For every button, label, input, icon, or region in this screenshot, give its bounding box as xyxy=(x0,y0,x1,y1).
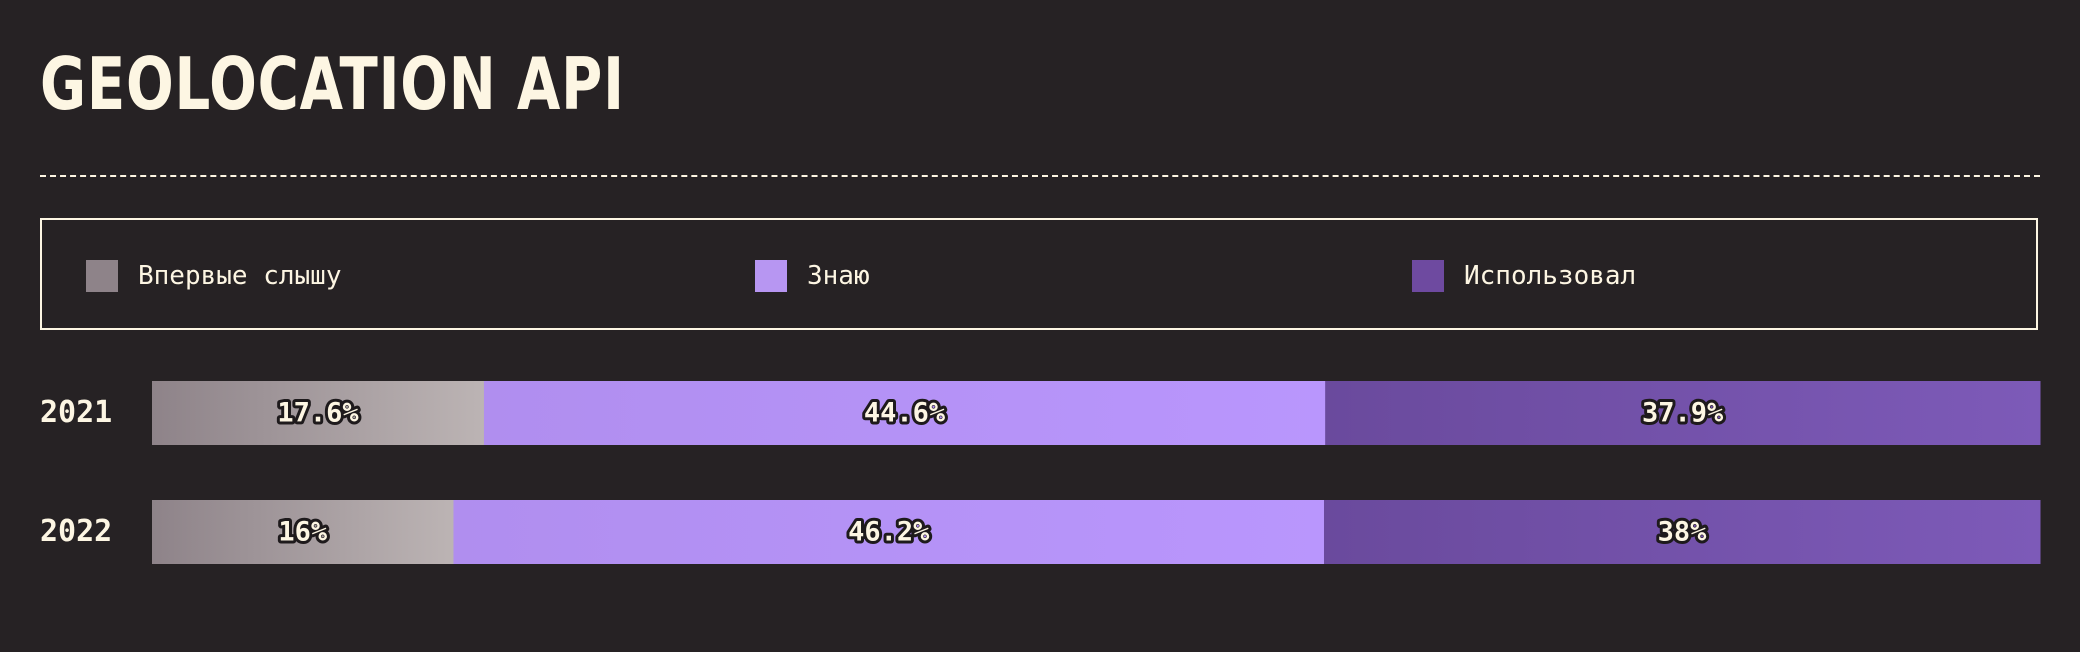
bar-segment-2021-2 xyxy=(483,381,1326,445)
legend-item-new: Впервые слышу xyxy=(86,260,342,292)
category-label-2021: 2021 xyxy=(40,395,113,430)
legend-item-used: Использовал xyxy=(1412,260,1636,292)
bar-segment-2021-1 xyxy=(152,381,485,445)
data-label-2021-2: 44.6% xyxy=(864,398,946,429)
data-label-2021-1: 17.6% xyxy=(277,398,359,429)
legend-label-new: Впервые слышу xyxy=(138,261,342,291)
bar-segment-2022-3 xyxy=(1323,500,2041,564)
data-label-2022-1: 16% xyxy=(278,517,328,548)
legend: Впервые слышу Знаю Использовал xyxy=(40,218,2038,330)
category-label-2022: 2022 xyxy=(40,514,113,549)
bar-segment-2022-1 xyxy=(152,500,454,564)
bar-segment-2021-3 xyxy=(1325,381,2041,445)
legend-swatch-know xyxy=(755,260,787,292)
data-label-2022-2: 46.2% xyxy=(848,517,930,548)
dashed-divider xyxy=(40,175,2040,177)
bar-segment-2022-2 xyxy=(453,500,1325,564)
legend-item-know: Знаю xyxy=(755,260,870,292)
legend-swatch-used xyxy=(1412,260,1444,292)
legend-label-know: Знаю xyxy=(807,261,870,291)
legend-label-used: Использовал xyxy=(1464,261,1637,291)
data-label-2022-3: 38% xyxy=(1658,517,1708,548)
data-label-2021-3: 37.9% xyxy=(1642,398,1724,429)
legend-swatch-new xyxy=(86,260,118,292)
chart-title: GEOLOCATION API xyxy=(40,42,625,126)
